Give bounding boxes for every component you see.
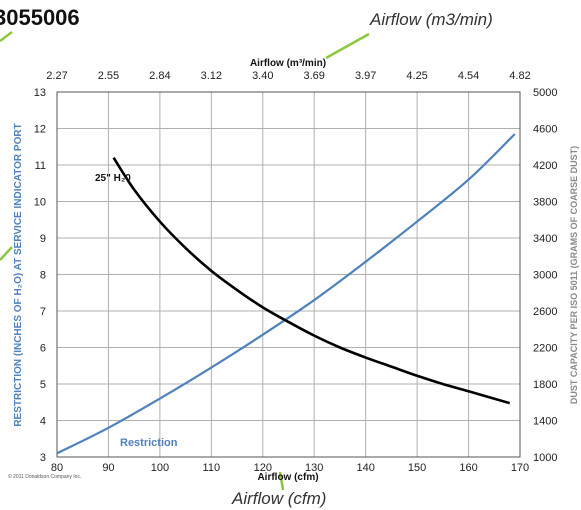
x-tick-label: 80 [51, 462, 63, 474]
capacity-series-line [112, 156, 511, 405]
x-tick-label: 120 [254, 462, 272, 474]
y-right-tick-label: 5000 [533, 87, 557, 99]
callout-top-airflow: Airflow (m3/min) [369, 10, 493, 29]
x-tick-label: 150 [408, 462, 426, 474]
capacity-series-label: 25" H₂0 [95, 173, 131, 184]
x-tick-label: 110 [203, 462, 221, 474]
y-axis-title-left: RESTRICTION (INCHES OF H₂O) AT SERVICE I… [13, 123, 24, 426]
x-tick-label: 130 [305, 462, 323, 474]
y-right-tick-label: 3400 [533, 233, 557, 245]
y-tick-label: 12 [34, 124, 46, 136]
y-right-tick-label: 1000 [533, 452, 557, 464]
y-tick-label: 8 [40, 270, 46, 282]
y-tick-label: 9 [40, 233, 46, 245]
x-top-tick-label: 3.97 [355, 70, 376, 82]
x-top-axis-title: Airflow (m³/min) [250, 58, 326, 69]
x-top-tick-label: 3.69 [304, 70, 325, 82]
callout-line-left [0, 246, 13, 261]
y-axis-title-right: DUST CAPACITY PER ISO 5011 (GRAMS OF COA… [569, 146, 579, 404]
y-right-tick-label: 1400 [533, 416, 557, 428]
copyright-text: © 2011 Donaldson Company Inc. [8, 473, 81, 480]
x-tick-label: 140 [356, 462, 374, 474]
x-tick-label: 90 [102, 462, 114, 474]
callout-line-top [325, 32, 370, 60]
x-top-tick-label: 4.54 [458, 70, 479, 82]
x-top-tick-label: 2.27 [46, 70, 67, 82]
axis-ticks: 80 2.27 90 2.55 100 2.84 110 3.12 120 3.40 130 3.69… [34, 70, 558, 474]
x-tick-label: 160 [459, 462, 477, 474]
y-right-tick-label: 2200 [533, 343, 557, 355]
grid [57, 92, 520, 457]
y-tick-label: 10 [34, 197, 46, 209]
callout-line-part [0, 31, 13, 42]
y-tick-label: 11 [35, 160, 46, 172]
y-right-tick-label: 2600 [533, 306, 557, 318]
x-top-tick-label: 4.82 [509, 70, 530, 82]
x-tick-label: 100 [151, 462, 169, 474]
series-group [56, 133, 516, 455]
x-top-tick-label: 4.25 [406, 70, 427, 82]
y-tick-label: 3 [40, 452, 46, 464]
y-right-tick-label: 4200 [533, 160, 557, 172]
x-top-tick-label: 3.12 [201, 70, 222, 82]
y-right-tick-label: 4600 [533, 124, 557, 136]
part-number: 3055006 [0, 5, 80, 30]
callout-line-bottom [278, 471, 285, 491]
x-top-tick-label: 3.40 [252, 70, 273, 82]
x-axis-title: Airflow (cfm) [257, 472, 318, 483]
restriction-series-line [56, 133, 516, 455]
y-right-tick-label: 3000 [533, 270, 557, 282]
plot-frame [56, 91, 521, 458]
y-tick-label: 5 [40, 379, 46, 391]
x-top-tick-label: 2.84 [149, 70, 170, 82]
y-right-tick-label: 1800 [533, 379, 557, 391]
y-tick-label: 6 [40, 343, 46, 355]
y-right-tick-label: 3800 [533, 197, 557, 209]
y-tick-label: 7 [40, 306, 46, 318]
restriction-series-label: Restriction [120, 437, 178, 449]
y-tick-label: 13 [34, 87, 46, 99]
x-top-tick-label: 2.55 [98, 70, 119, 82]
x-tick-label: 170 [511, 462, 529, 474]
y-tick-label: 4 [40, 416, 46, 428]
callout-bottom-airflow: Airflow (cfm) [231, 489, 326, 508]
